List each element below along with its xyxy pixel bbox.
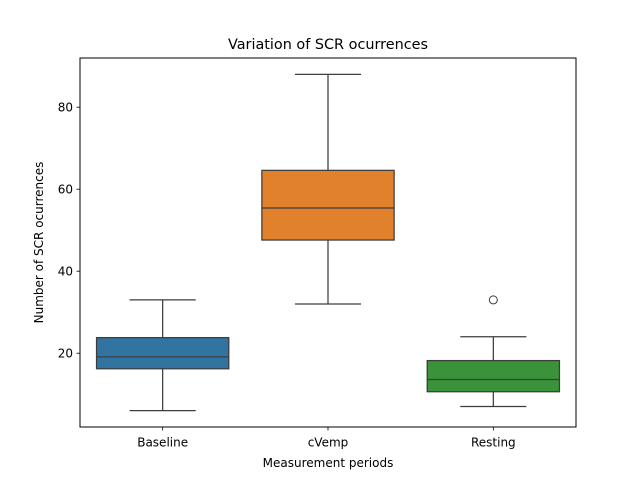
cvemp-box [261, 169, 395, 241]
y-tick-label-40: 40 [58, 265, 73, 279]
chart-title: Variation of SCR ocurrences [228, 37, 428, 53]
plot-area: 20 40 60 80 Baseline cVemp Resting [58, 73, 561, 450]
baseline-box [95, 336, 230, 370]
resting-box [426, 359, 561, 393]
x-tick-label-baseline: Baseline [137, 436, 188, 450]
x-tick-label-resting: Resting [471, 436, 516, 450]
y-tick-label-20: 20 [58, 347, 73, 361]
y-tick-label-60: 60 [58, 183, 73, 197]
resting-outlier-0 [488, 295, 498, 305]
x-tick-label-cvemp: cVemp [308, 436, 349, 450]
y-axis-label: Number of SCR ocurrences [32, 162, 46, 324]
axes-frame [79, 57, 577, 428]
y-tick-label-80: 80 [58, 101, 73, 115]
x-axis-label: Measurement periods [263, 456, 394, 470]
